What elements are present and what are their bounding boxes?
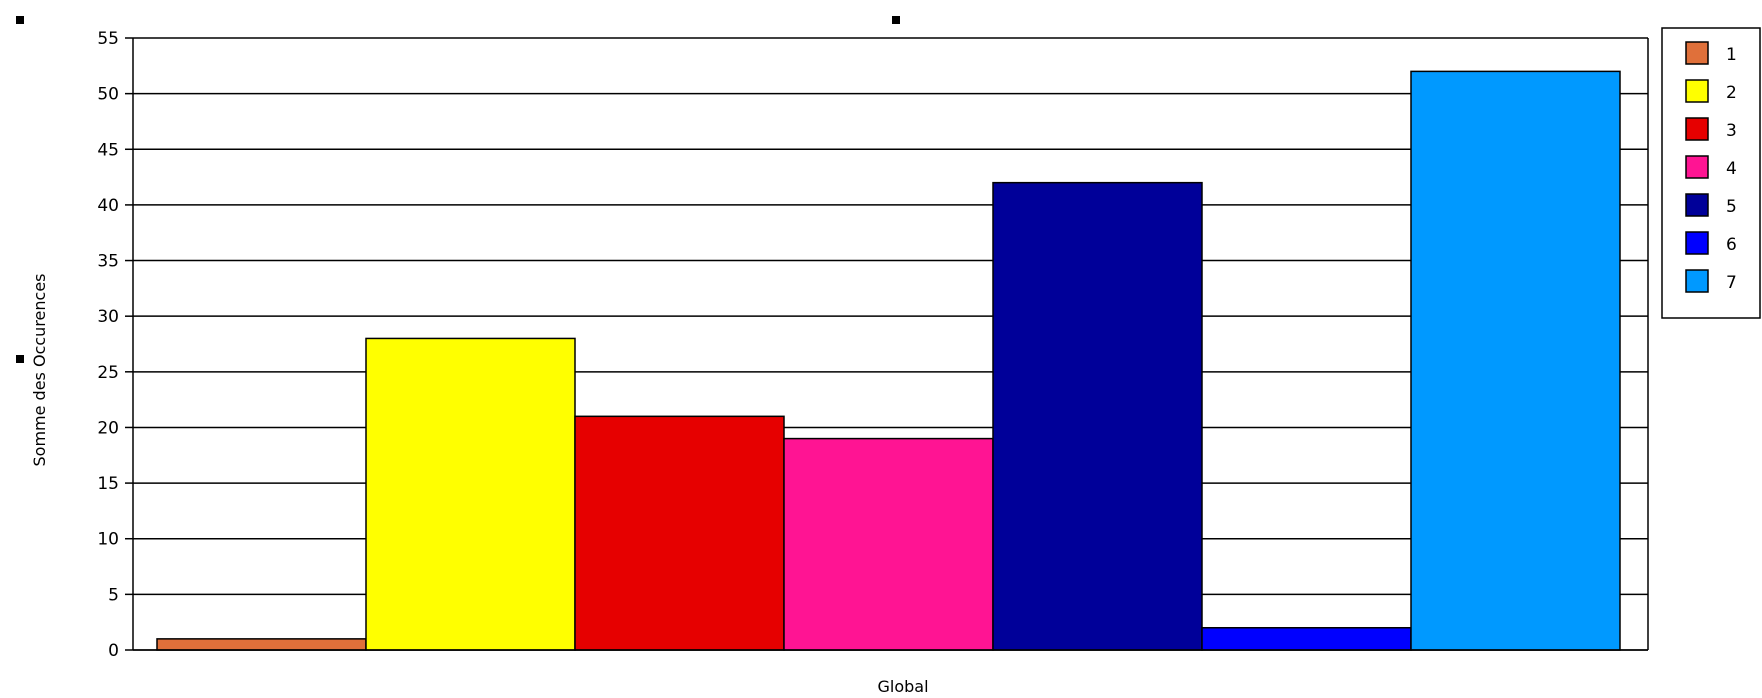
x-axis-label: Global (877, 677, 928, 696)
legend-swatch (1685, 155, 1709, 179)
bar-series-6[interactable] (1201, 626, 1412, 651)
bars (156, 70, 1621, 651)
bar-series-7[interactable] (1410, 70, 1621, 651)
bar-series-2[interactable] (365, 337, 576, 651)
legend-label: 4 (1726, 159, 1737, 179)
legend-label: 7 (1726, 273, 1737, 293)
y-tick-label: 30 (97, 307, 119, 327)
y-tick-label: 15 (97, 474, 119, 494)
legend-label: 1 (1726, 45, 1737, 65)
y-tick-label: 45 (97, 140, 119, 160)
axes (132, 38, 1649, 651)
legend-label: 3 (1726, 121, 1737, 141)
y-tick-label: 0 (108, 641, 119, 661)
y-tick-label: 55 (97, 29, 119, 49)
bar-series-1[interactable] (156, 638, 367, 651)
y-tick-label: 50 (97, 85, 119, 105)
legend-label: 6 (1726, 235, 1737, 255)
y-tick-labels: 0 5 10 15 20 25 30 35 40 45 50 55 (97, 29, 119, 661)
y-tick-label: 20 (97, 418, 119, 438)
selection-handle[interactable] (16, 16, 24, 24)
legend-swatch (1685, 41, 1709, 65)
selection-handle[interactable] (16, 355, 24, 363)
legend-box (1661, 27, 1761, 319)
y-tick-label: 10 (97, 530, 119, 550)
bar-series-3[interactable] (574, 415, 785, 651)
selection-handle[interactable] (892, 16, 900, 24)
legend-swatch (1685, 269, 1709, 293)
legend-label: 5 (1726, 197, 1737, 217)
legend-label: 2 (1726, 83, 1737, 103)
legend-swatch (1685, 193, 1709, 217)
y-tick-label: 35 (97, 252, 119, 272)
y-tick-label: 25 (97, 363, 119, 383)
legend-swatch (1685, 79, 1709, 103)
legend-swatch (1685, 231, 1709, 255)
legend: 1 2 3 4 5 6 7 (1661, 27, 1761, 319)
y-tick-label: 5 (108, 585, 119, 605)
y-tick-label: 40 (97, 196, 119, 216)
y-axis-title: Somme des Occurences (30, 274, 49, 467)
legend-swatch (1685, 117, 1709, 141)
bar-series-5[interactable] (992, 181, 1203, 651)
bar-series-4[interactable] (783, 437, 994, 651)
